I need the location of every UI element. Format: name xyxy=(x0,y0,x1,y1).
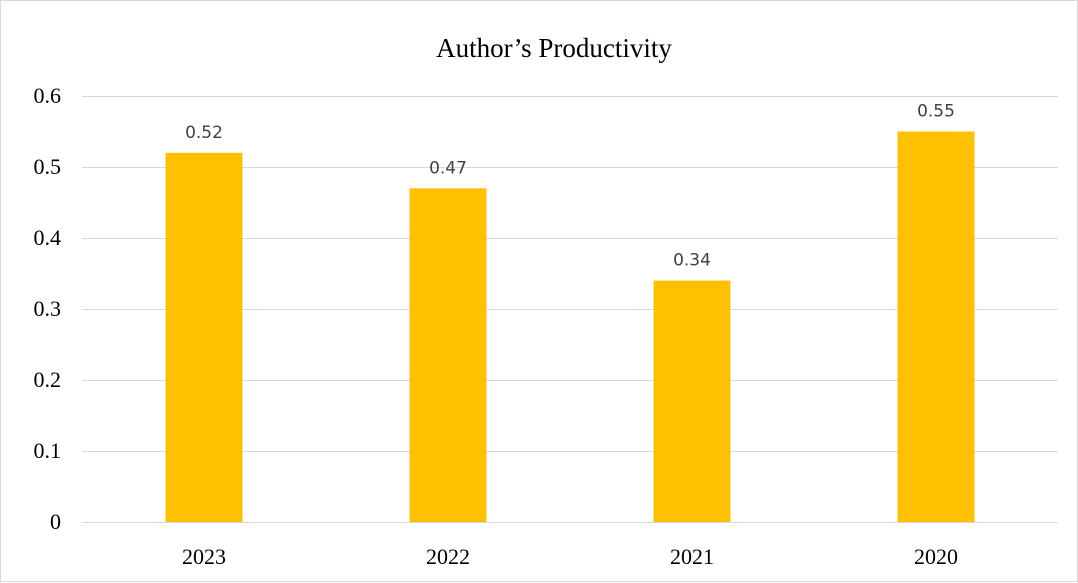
x-axis-tick-labels: 2023 2022 2021 2020 xyxy=(182,544,958,569)
data-labels: 0.52 0.47 0.34 0.55 xyxy=(185,102,955,271)
x-tick-label-2023: 2023 xyxy=(182,544,226,569)
y-tick-label: 0 xyxy=(50,509,61,534)
data-label-2022: 0.47 xyxy=(429,158,467,178)
y-tick-label: 0.1 xyxy=(34,438,62,463)
bars xyxy=(165,131,975,523)
data-label-2021: 0.34 xyxy=(673,251,711,271)
data-label-2023: 0.52 xyxy=(185,123,223,143)
bar-2023 xyxy=(165,152,243,523)
x-tick-label-2021: 2021 xyxy=(670,544,714,569)
y-tick-label: 0.2 xyxy=(34,367,62,392)
gridlines xyxy=(82,96,1058,523)
bar-2020 xyxy=(897,131,975,522)
bar-2022 xyxy=(409,188,487,523)
y-tick-label: 0.4 xyxy=(34,225,62,250)
y-tick-label: 0.6 xyxy=(34,83,62,108)
y-tick-label: 0.3 xyxy=(34,296,62,321)
data-label-2020: 0.55 xyxy=(917,102,955,122)
y-axis-tick-labels: 0 0.1 0.2 0.3 0.4 0.5 0.6 xyxy=(34,83,62,534)
x-tick-label-2020: 2020 xyxy=(914,544,958,569)
y-tick-label: 0.5 xyxy=(34,154,62,179)
x-tick-label-2022: 2022 xyxy=(426,544,470,569)
bar-2021 xyxy=(653,280,731,522)
chart-title: Author’s Productivity xyxy=(436,33,672,63)
